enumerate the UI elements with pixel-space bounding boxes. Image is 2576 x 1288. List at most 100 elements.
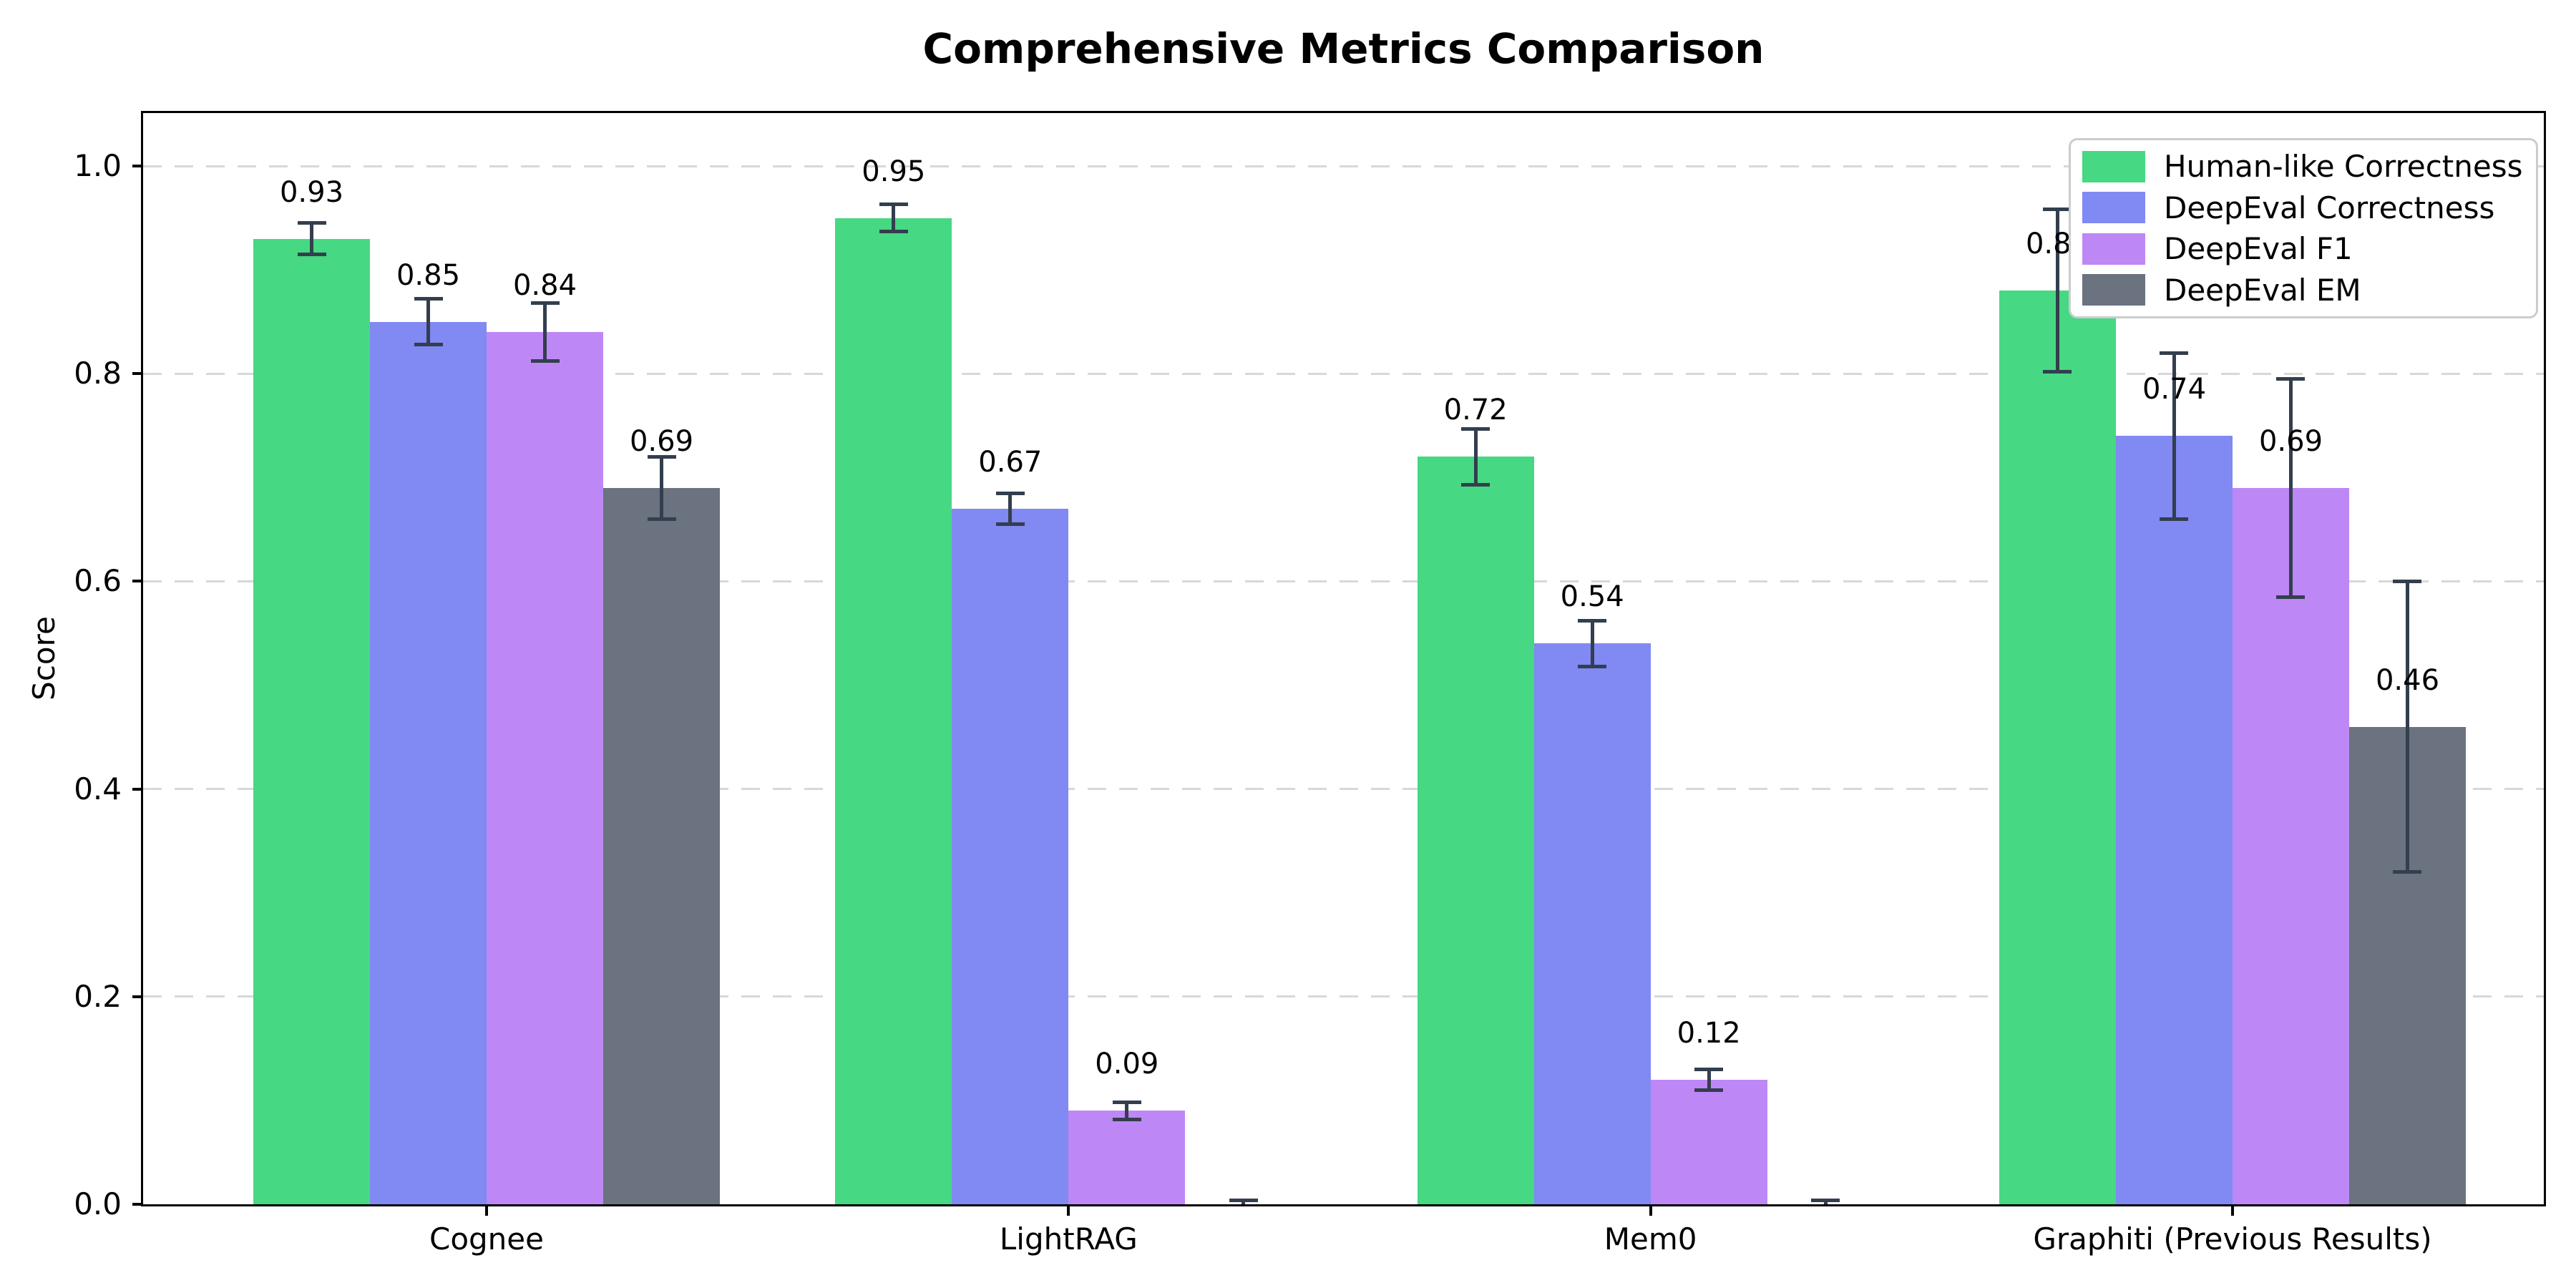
x-axis-tick [2230,1204,2234,1216]
error-bar-cap [647,454,676,459]
error-bar-line [1823,1200,1828,1204]
error-bar-line [2172,353,2176,519]
y-axis-tick [132,1203,143,1206]
plot-area: 0.93 0.95 0.72 0.88 0.85 0.67 0.54 0.74 0.84 0.09… [143,113,2544,1204]
bar-value-label: 0.93 [279,175,344,209]
error-bar-line [1008,493,1013,525]
error-bar-line [2288,379,2293,597]
y-axis-tick [132,165,143,167]
legend-swatch-deepeval-correctness [2082,192,2145,224]
error-bar-cap [1694,1067,1724,1071]
bar [952,508,1069,1204]
y-tick-label: 0.2 [74,978,122,1014]
error-bar-cap [1229,1198,1258,1202]
x-axis-tick [485,1204,488,1216]
bar [487,332,603,1204]
gridline [143,580,2544,582]
error-bar-cap [1578,619,1607,623]
error-bar-cap [1112,1117,1141,1121]
gridline [143,372,2544,375]
bar-value-label: 0.72 [1443,394,1508,427]
y-tick-label: 0.8 [74,356,122,391]
x-axis-tick [1649,1204,1652,1216]
bar-value-label: 0.95 [862,155,926,188]
error-bar-cap [2393,579,2422,583]
error-bar-cap [2160,517,2189,521]
y-axis-label: Score [26,616,62,701]
error-bar-line [660,457,663,519]
chart-title: Comprehensive Metrics Comparison [922,24,1765,73]
error-bar-cap [1694,1088,1724,1092]
bar [253,238,370,1204]
error-bar-cap [995,522,1025,527]
error-bar-line [2405,581,2409,872]
bar-value-label: 0.67 [978,445,1043,479]
error-bar-cap [647,517,676,521]
x-axis-tick [1067,1204,1070,1216]
error-bar-cap [995,491,1025,495]
gridline [143,165,2544,167]
error-bar-cap [297,221,326,225]
bar [1999,291,2116,1204]
y-tick-label: 0.4 [74,771,122,806]
legend-label: Human-like Correctness [2164,149,2523,185]
bar-value-label: 0.12 [1677,1016,1741,1050]
bar [835,218,952,1204]
y-tick-label: 0.0 [74,1186,122,1221]
error-bar-line [1590,620,1594,667]
error-bar-cap [1811,1198,1840,1202]
error-bar-line [1241,1200,1246,1204]
error-bar-cap [414,343,443,347]
bar [1650,1079,1767,1204]
error-bar-cap [2160,351,2189,355]
bar-value-label: 0.09 [1095,1048,1159,1081]
error-bar-cap [1461,482,1491,487]
error-bar-cap [2276,595,2306,599]
legend-label: DeepEval EM [2164,272,2361,308]
bar [2115,436,2233,1204]
bar-value-label: 0.69 [629,424,694,458]
bar [1417,457,1534,1204]
bar-value-label: 0.46 [2375,663,2440,697]
error-bar-cap [2043,208,2072,212]
y-axis-tick [132,372,143,376]
legend: Human-like Correctness DeepEval Correctn… [2069,138,2538,318]
legend-swatch-human-like-correctness [2082,150,2145,182]
gridline [143,788,2544,791]
legend-item: DeepEval Correctness [2082,190,2536,225]
error-bar-cap [879,203,908,207]
error-bar-cap [2276,376,2306,381]
error-bar-line [1473,429,1478,485]
error-bar-cap [530,301,560,306]
bar-value-label: 0.54 [1560,580,1624,614]
error-bar-line [426,298,430,345]
y-tick-label: 0.6 [74,563,122,599]
error-bar-cap [297,252,326,256]
legend-label: DeepEval F1 [2164,231,2353,267]
gridline [143,995,2544,998]
bar-value-label: 0.84 [512,269,577,303]
legend-item: Human-like Correctness [2082,149,2536,184]
legend-item: DeepEval F1 [2082,231,2536,266]
plot-frame [141,111,2546,1206]
error-bar-cap [1578,664,1607,668]
error-bar-line [2055,209,2059,372]
error-bar-line [892,204,896,232]
y-axis-tick [132,995,143,998]
error-bar-line [1707,1069,1711,1091]
legend-label: DeepEval Correctness [2164,190,2495,225]
bar-value-label: 0.85 [396,258,461,292]
x-tick-label: Graphiti (Previous Results) [2033,1221,2432,1257]
error-bar-cap [2043,369,2072,374]
error-bar-cap [1461,426,1491,431]
x-tick-label: LightRAG [999,1221,1138,1257]
error-bar-line [310,223,313,255]
error-bar-line [1125,1102,1129,1119]
y-tick-label: 1.0 [74,148,122,183]
x-tick-label: Cognee [429,1221,544,1257]
bar-value-label: 0.69 [2258,424,2323,458]
bar [2232,487,2349,1204]
y-axis-tick [132,580,143,583]
y-axis-tick [132,787,143,791]
